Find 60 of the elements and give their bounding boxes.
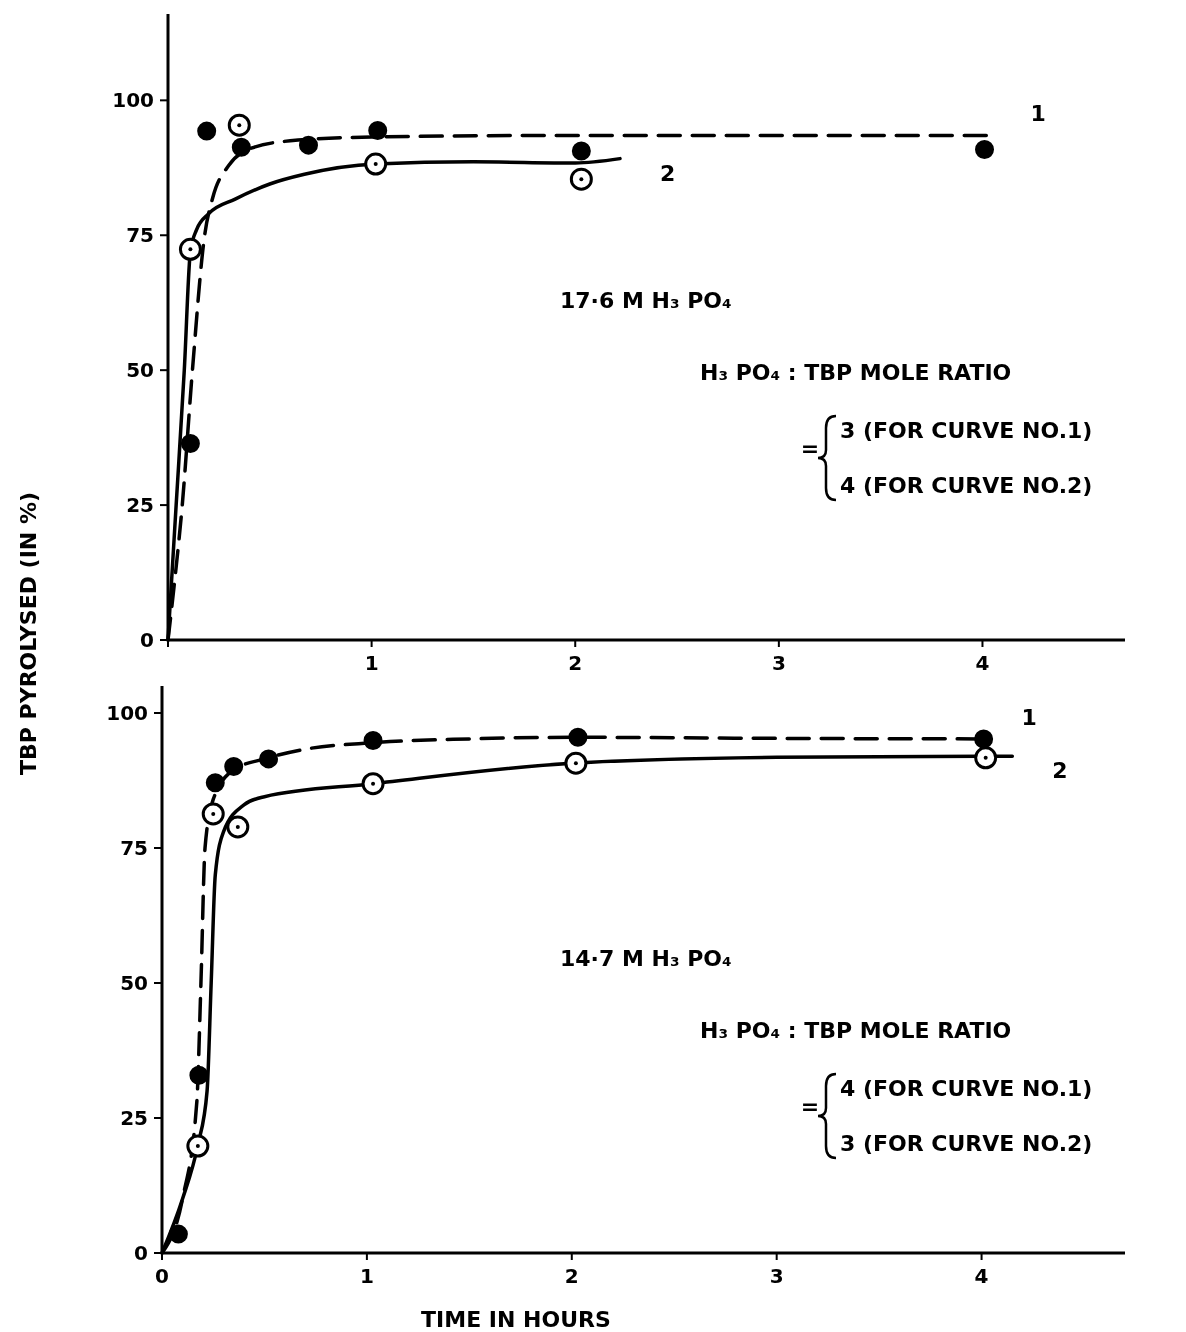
y-tick-label: 0: [140, 628, 154, 652]
x-tick-label: 2: [564, 1264, 579, 1288]
point: [178, 237, 202, 261]
point: [197, 121, 217, 141]
point: [180, 434, 200, 454]
point: [168, 1224, 188, 1244]
point: [205, 773, 225, 793]
point: [368, 121, 388, 141]
point: [568, 727, 588, 747]
point: [361, 772, 385, 796]
annotation: H₃ PO₄ : TBP MOLE RATIO: [700, 1017, 1012, 1043]
y-tick-label: 50: [126, 358, 154, 383]
point: [571, 141, 591, 161]
point: [299, 135, 318, 155]
point: [224, 756, 244, 776]
point: [259, 749, 279, 769]
y-tick-label: 75: [126, 223, 154, 248]
y-tick-label: 25: [126, 493, 154, 518]
point: [186, 1134, 210, 1158]
annotation: =: [800, 435, 820, 461]
series-label: 1: [1021, 704, 1037, 730]
point: [227, 113, 251, 137]
y-tick-label: 100: [106, 701, 148, 725]
annotation: 3 (FOR CURVE NO.2): [840, 1130, 1093, 1156]
y-axis-title: TBP PYROLYSED (IN %): [15, 492, 41, 775]
x-tick-label: 4: [975, 651, 990, 675]
x-tick-label: 2: [568, 651, 583, 675]
annotation: 17·6 M H₃ PO₄: [560, 287, 732, 313]
x-tick-label: 3: [769, 1264, 784, 1288]
annotation: =: [800, 1093, 820, 1119]
x-axis-title: TIME IN HOURS: [421, 1307, 611, 1332]
annotation: 14·7 M H₃ PO₄: [560, 945, 732, 971]
y-tick-label: 100: [112, 88, 154, 113]
x-tick-label: 1: [364, 651, 379, 675]
point: [231, 137, 251, 157]
point: [974, 746, 998, 770]
x-tick-label: 1: [359, 1264, 374, 1288]
point: [363, 731, 383, 751]
point: [201, 802, 225, 826]
y-tick-label: 50: [120, 971, 148, 995]
point: [974, 729, 994, 749]
x-tick-label: 3: [771, 651, 786, 675]
y-tick-label: 75: [120, 836, 148, 860]
point: [189, 1065, 209, 1085]
point: [975, 139, 994, 159]
series-label: 1: [1030, 101, 1046, 127]
point: [226, 815, 250, 839]
point: [569, 167, 593, 191]
series-label: 2: [660, 160, 676, 186]
point: [564, 751, 588, 775]
annotation: H₃ PO₄ : TBP MOLE RATIO: [700, 359, 1012, 385]
annotation: 4 (FOR CURVE NO.1): [840, 1075, 1093, 1101]
x-tick-label: 0: [155, 1264, 169, 1288]
x-tick-label: 4: [974, 1264, 989, 1288]
annotation: 3 (FOR CURVE NO.1): [840, 417, 1093, 443]
annotation: 4 (FOR CURVE NO.2): [840, 472, 1093, 498]
point: [364, 152, 388, 176]
series-label: 2: [1052, 758, 1068, 784]
y-tick-label: 25: [120, 1106, 148, 1130]
y-tick-label: 0: [134, 1241, 148, 1265]
